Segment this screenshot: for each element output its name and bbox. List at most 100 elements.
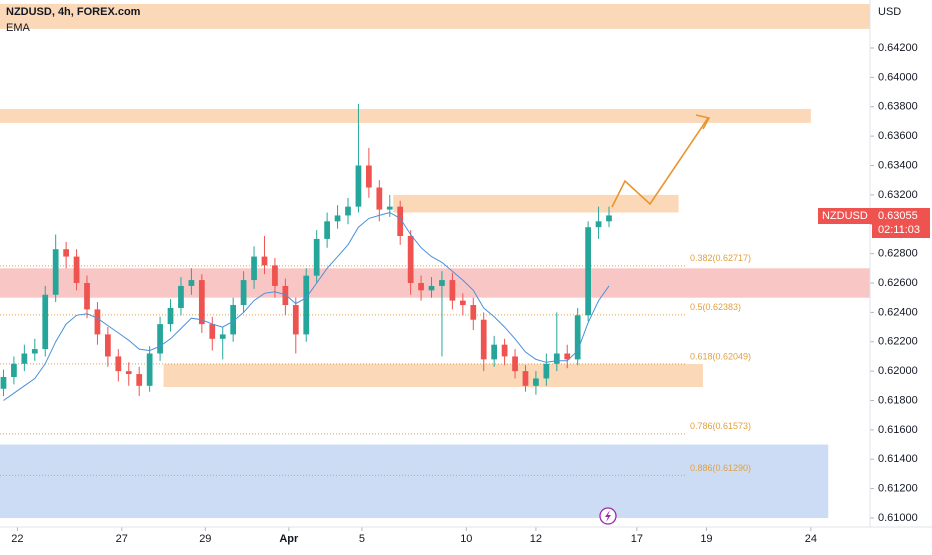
candle-body — [0, 376, 7, 389]
fib-label: 0.786(0.61573) — [690, 421, 751, 431]
candle-body — [157, 324, 163, 354]
candle-body — [188, 280, 195, 286]
candle-body — [397, 206, 404, 236]
fib-label: 0.618(0.62049) — [690, 351, 751, 361]
x-tick-label: 5 — [359, 533, 365, 545]
x-tick-label: 22 — [11, 533, 23, 545]
fib-label: 0.886(0.61290) — [690, 463, 751, 473]
x-tick-label: 19 — [700, 533, 712, 545]
indicator-label: EMA — [6, 22, 31, 34]
y-tick-label: 0.64200 — [878, 42, 918, 54]
y-tick-label: 0.62200 — [878, 336, 918, 348]
zone — [0, 108, 811, 123]
event-icon-bolt — [605, 510, 611, 522]
candle-body — [585, 227, 591, 316]
candle-body — [428, 285, 435, 291]
symbol-badge — [818, 208, 872, 224]
y-tick-label: 0.62400 — [878, 306, 918, 318]
candle-body — [418, 282, 424, 291]
countdown: 02:11:03 — [878, 224, 920, 236]
candle-body — [512, 356, 518, 372]
candle-body — [73, 256, 80, 283]
x-tick-label: 29 — [199, 533, 211, 545]
candle-body — [522, 371, 529, 386]
x-tick-label: 27 — [116, 533, 128, 545]
zone — [0, 3, 870, 29]
candle-body — [595, 221, 602, 228]
candle-body — [52, 249, 59, 295]
y-tick-label: 0.61000 — [878, 512, 918, 524]
y-tick-label: 0.62600 — [878, 277, 918, 289]
fib-label: 0.5(0.62383) — [690, 302, 741, 312]
x-tick-label: 17 — [631, 533, 643, 545]
candle-body — [543, 363, 550, 379]
candle-body — [366, 165, 372, 188]
zone — [163, 363, 703, 387]
y-tick-label: 0.63200 — [878, 189, 918, 201]
candle-body — [606, 215, 612, 222]
projection-arrow — [611, 117, 709, 208]
candle-body — [42, 294, 49, 350]
candle-body — [376, 187, 383, 210]
candle-body — [251, 256, 257, 281]
candle-body — [261, 256, 268, 266]
y-tick-label: 0.63600 — [878, 130, 918, 142]
candle-body — [115, 356, 122, 372]
candle-body — [553, 353, 560, 364]
zone — [393, 194, 679, 213]
candle-body — [574, 315, 581, 360]
candle-body — [272, 265, 278, 286]
candle-body — [240, 280, 247, 306]
candle-body — [334, 215, 341, 222]
candle-body — [407, 235, 414, 283]
candle-body — [167, 307, 174, 325]
candle-body — [292, 305, 299, 335]
candle-body — [11, 363, 17, 377]
currency-bg — [872, 2, 930, 20]
arrow-head — [695, 114, 711, 130]
candle-body — [470, 305, 477, 320]
candle-body — [84, 282, 90, 310]
candle-body — [386, 206, 393, 210]
y-tick-label: 0.64000 — [878, 71, 918, 83]
fib-label: 0.382(0.62717) — [690, 253, 751, 263]
candle-body — [533, 378, 539, 386]
x-tick-label: 24 — [805, 533, 817, 545]
zone — [0, 444, 829, 518]
candle-body — [303, 275, 310, 335]
y-tick-label: 0.61400 — [878, 453, 918, 465]
candle-body — [31, 349, 38, 354]
symbol-label: NZDUSD — [822, 210, 868, 222]
y-tick-label: 0.61600 — [878, 424, 918, 436]
candle-body — [125, 371, 132, 375]
candle-body — [63, 249, 69, 257]
candle-body — [324, 221, 330, 239]
candle-body — [146, 353, 153, 386]
zone — [0, 268, 870, 298]
x-tick-label: Apr — [279, 533, 299, 545]
candle-body — [449, 280, 456, 301]
y-tick-label: 0.62800 — [878, 248, 918, 260]
candle-body — [564, 353, 571, 360]
candle-body — [355, 165, 362, 207]
candle-body — [501, 344, 508, 357]
y-tick-label: 0.61200 — [878, 483, 918, 495]
candle-body — [313, 238, 320, 276]
candle-body — [230, 305, 237, 335]
x-tick-label: 10 — [460, 533, 472, 545]
candle-body — [209, 324, 216, 339]
y-tick-label: 0.63400 — [878, 159, 918, 171]
candle-body — [198, 280, 205, 325]
candle-body — [345, 206, 351, 216]
candle-body — [480, 319, 487, 360]
y-tick-label: 0.61800 — [878, 394, 918, 406]
x-tick-label: 12 — [530, 533, 542, 545]
price-badge — [872, 208, 930, 238]
candle-body — [178, 285, 184, 308]
currency-label: USD — [878, 6, 901, 18]
y-tick-label: 0.62000 — [878, 365, 918, 377]
candle-body — [459, 300, 466, 306]
candle-body — [105, 334, 111, 357]
candle-body — [282, 285, 289, 306]
